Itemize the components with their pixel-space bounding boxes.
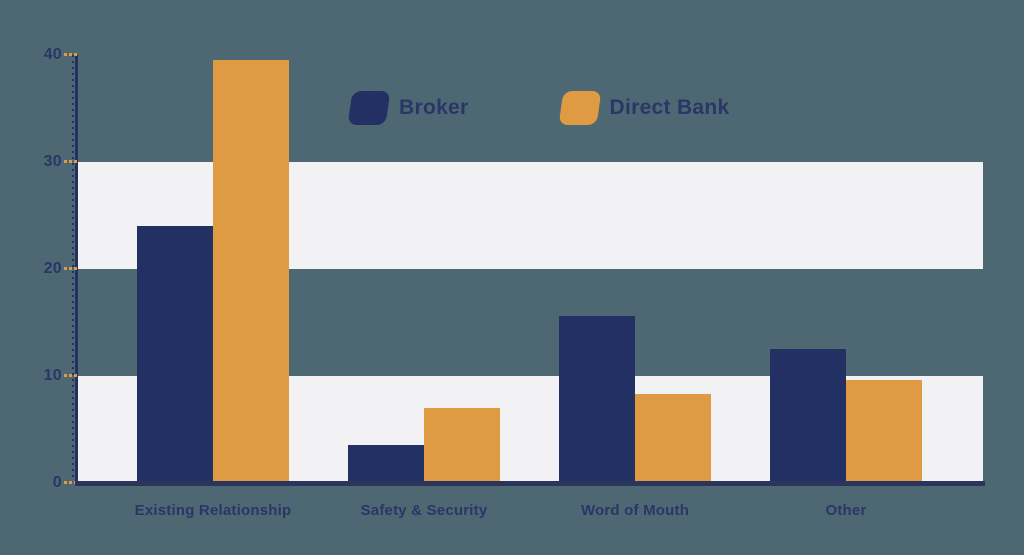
x-axis-category-label-other: Other bbox=[825, 502, 867, 519]
y-axis-tick-label-20: 20 bbox=[43, 260, 62, 277]
legend-item-direct-bank: Direct Bank bbox=[558, 91, 730, 125]
bar-broker-word-of-mouth bbox=[559, 316, 635, 481]
x-axis-category-label-word-of-mouth: Word of Mouth bbox=[580, 502, 690, 519]
y-axis-tick-40 bbox=[64, 53, 78, 56]
bar-broker-other bbox=[770, 349, 846, 481]
bar-broker-safety-security bbox=[348, 445, 424, 481]
y-axis-tick-30 bbox=[64, 160, 78, 163]
legend-label-direct-bank: Direct Bank bbox=[609, 96, 730, 119]
y-axis-tick-0 bbox=[64, 481, 78, 484]
y-axis-tick-label-10: 10 bbox=[43, 367, 62, 384]
bar-direct-bank-safety-security bbox=[424, 408, 500, 481]
bar-broker-existing-relationship bbox=[137, 226, 213, 481]
bar-direct-bank-other bbox=[846, 380, 922, 481]
y-axis-tick-label-40: 40 bbox=[43, 46, 62, 63]
legend-item-broker: Broker bbox=[347, 91, 469, 125]
direct-bank-swatch bbox=[558, 91, 601, 125]
bar-direct-bank-existing-relationship bbox=[213, 60, 289, 481]
broker-swatch bbox=[347, 91, 391, 125]
y-axis-tick-10 bbox=[64, 374, 78, 377]
y-axis-tick-label-30: 30 bbox=[43, 153, 62, 170]
y-axis-tick-20 bbox=[64, 267, 78, 270]
y-axis-tick-label-0: 0 bbox=[52, 474, 62, 491]
bar-direct-bank-word-of-mouth bbox=[635, 394, 711, 481]
x-axis-category-label-safety-security: Safety & Security bbox=[360, 502, 488, 519]
x-axis-line bbox=[75, 481, 985, 486]
x-axis-category-label-existing-relationship: Existing Relationship bbox=[134, 502, 292, 519]
legend-label-broker: Broker bbox=[399, 96, 469, 119]
chart-legend: Broker Direct Bank bbox=[347, 91, 730, 125]
